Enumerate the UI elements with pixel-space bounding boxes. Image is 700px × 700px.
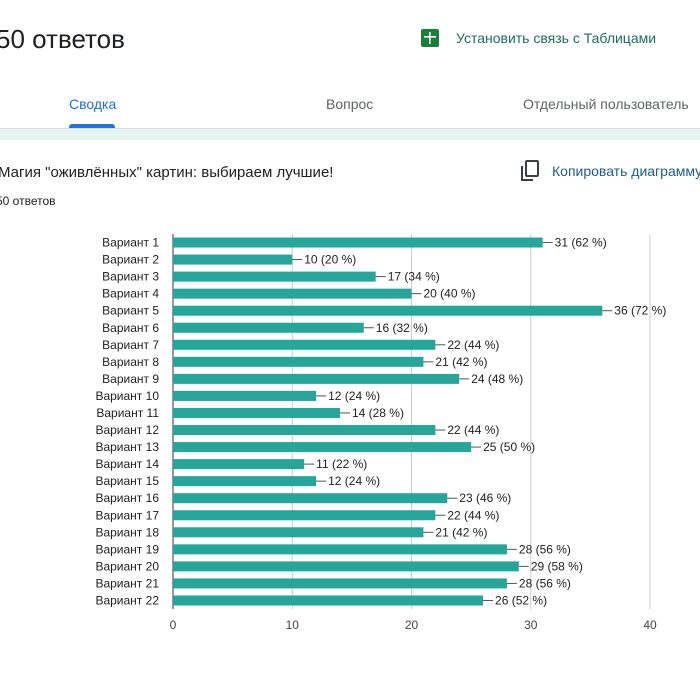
link-sheets-button[interactable]: Установить связь с Таблицами <box>420 28 656 48</box>
chart-labels: 0 10 20 30 40 Вариант 1 31 (62 %) Вариант 2 10 (… <box>95 236 666 632</box>
tab-summary[interactable]: Сводка <box>69 96 117 112</box>
category-label: Вариант 9 <box>102 372 159 386</box>
data-label: 22 (44 %) <box>447 508 499 522</box>
tab-individual[interactable]: Отдельный пользователь <box>523 96 689 112</box>
x-tick-label: 0 <box>170 618 177 632</box>
tab-bar: Сводка Вопрос Отдельный пользователь <box>0 82 700 128</box>
data-label: 22 (44 %) <box>447 338 499 352</box>
data-label: 12 (24 %) <box>328 389 380 403</box>
copy-chart-label: Копировать диаграмму <box>552 163 700 179</box>
category-label: Вариант 22 <box>95 593 159 607</box>
data-label: 16 (32 %) <box>376 321 428 335</box>
data-label: 10 (20 %) <box>304 253 356 267</box>
category-label: Вариант 4 <box>102 287 159 301</box>
category-label: Вариант 2 <box>102 253 159 267</box>
category-label: Вариант 19 <box>95 542 159 556</box>
question-card: Магия "оживлённых" картин: выбираем лучш… <box>0 140 700 700</box>
category-label: Вариант 6 <box>102 321 159 335</box>
response-count: 50 ответов <box>0 24 125 54</box>
category-label: Вариант 15 <box>95 474 159 488</box>
link-sheets-label: Установить связь с Таблицами <box>456 30 657 46</box>
data-label: 24 (48 %) <box>471 372 523 386</box>
data-label: 25 (50 %) <box>483 440 535 454</box>
bar <box>173 578 507 589</box>
bar <box>173 561 519 572</box>
bar <box>173 425 436 436</box>
category-label: Вариант 3 <box>102 270 159 284</box>
bar <box>173 442 472 453</box>
data-label: 12 (24 %) <box>328 474 380 488</box>
bar <box>173 493 448 504</box>
category-label: Вариант 17 <box>95 508 159 522</box>
sheets-icon <box>420 28 440 48</box>
category-label: Вариант 7 <box>102 338 159 352</box>
bar <box>173 271 376 282</box>
data-label: 28 (56 %) <box>519 576 571 590</box>
category-label: Вариант 14 <box>95 457 159 471</box>
data-label: 14 (28 %) <box>352 406 404 420</box>
category-label: Вариант 13 <box>95 440 159 454</box>
category-label: Вариант 21 <box>95 576 159 590</box>
question-title: Магия "оживлённых" картин: выбираем лучш… <box>0 164 334 181</box>
bar <box>173 373 460 384</box>
bar <box>173 254 293 265</box>
category-label: Вариант 5 <box>102 304 159 318</box>
bar <box>173 510 436 521</box>
data-label: 20 (40 %) <box>424 287 476 301</box>
bar <box>173 339 436 350</box>
bar <box>173 322 364 333</box>
bar <box>173 407 340 418</box>
bar <box>173 595 484 606</box>
bar <box>173 544 507 555</box>
chart-bars <box>173 237 603 606</box>
data-label: 22 (44 %) <box>447 423 499 437</box>
category-label: Вариант 16 <box>95 491 159 505</box>
data-label: 29 (58 %) <box>531 559 583 573</box>
bar <box>173 356 424 367</box>
section-divider <box>0 128 700 141</box>
data-label: 31 (62 %) <box>555 236 607 250</box>
bar <box>173 390 317 401</box>
data-label: 21 (42 %) <box>435 355 487 369</box>
question-response-count: 50 ответов <box>0 194 56 208</box>
bar <box>173 459 305 470</box>
x-tick-label: 10 <box>286 618 300 632</box>
bar <box>173 305 603 316</box>
data-label: 26 (52 %) <box>495 593 547 607</box>
copy-icon <box>520 160 540 182</box>
active-tab-indicator <box>69 124 115 128</box>
bar <box>173 237 543 248</box>
category-label: Вариант 12 <box>95 423 159 437</box>
data-label: 21 (42 %) <box>435 525 487 539</box>
top-header: 50 ответов Установить связь с Таблицами <box>0 0 700 82</box>
bar <box>173 476 317 487</box>
x-tick-label: 30 <box>524 618 538 632</box>
copy-chart-button[interactable]: Копировать диаграмму <box>520 160 700 182</box>
data-label: 28 (56 %) <box>519 542 571 556</box>
category-label: Вариант 10 <box>95 389 159 403</box>
data-label: 17 (34 %) <box>388 270 440 284</box>
category-label: Вариант 20 <box>95 559 159 573</box>
category-label: Вариант 11 <box>96 406 159 420</box>
bar <box>173 527 424 538</box>
x-tick-label: 40 <box>643 618 657 632</box>
tab-question[interactable]: Вопрос <box>326 96 374 112</box>
data-label: 23 (46 %) <box>459 491 511 505</box>
bar <box>173 288 412 299</box>
x-tick-label: 20 <box>405 618 419 632</box>
data-label: 36 (72 %) <box>614 304 666 318</box>
data-label: 11 (22 %) <box>316 457 367 471</box>
category-label: Вариант 8 <box>102 355 159 369</box>
category-label: Вариант 18 <box>95 525 159 539</box>
category-label: Вариант 1 <box>102 236 159 250</box>
